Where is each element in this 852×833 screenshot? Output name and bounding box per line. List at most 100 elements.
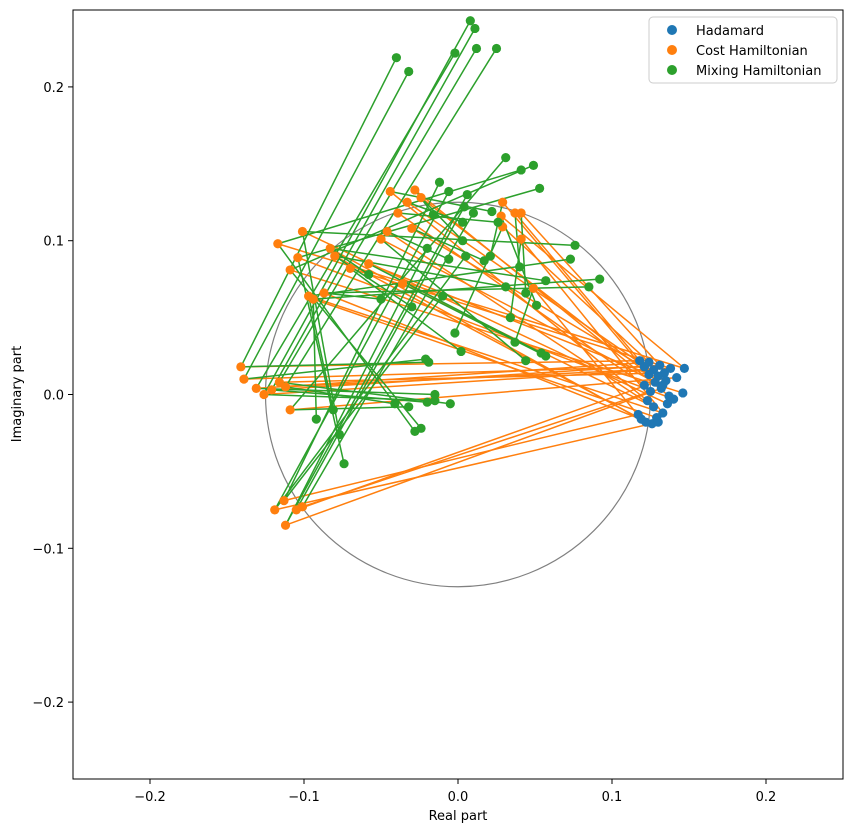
cost-hamiltonian-point	[236, 362, 246, 372]
x-axis: −0.2 −0.1 0.0 0.1 0.2	[134, 779, 776, 805]
hadamard-point	[644, 357, 654, 367]
mixing-hamiltonian-point	[450, 328, 460, 338]
connection-line	[520, 238, 664, 414]
connection-line	[411, 227, 485, 262]
cost-hamiltonian-point	[239, 374, 249, 384]
mixing-hamiltonian-point	[416, 423, 426, 433]
mixing-hamiltonian-point	[570, 240, 580, 250]
legend-box	[648, 16, 838, 84]
cost-hamiltonian-point	[270, 505, 280, 515]
hadamard-point	[653, 371, 663, 381]
series-cost-hamiltonian	[236, 185, 539, 530]
legend-marker-hadamard	[667, 25, 677, 35]
connection-line	[323, 292, 653, 425]
connection-line	[402, 283, 547, 357]
cost-hamiltonian-point	[297, 502, 308, 512]
cost-hamiltonian-point	[330, 251, 340, 261]
mixing-hamiltonian-point	[531, 300, 542, 310]
cost-hamiltonian-point	[251, 383, 261, 393]
cost-hamiltonian-point	[393, 208, 403, 218]
connection-line	[390, 190, 493, 213]
connection-line	[414, 189, 670, 397]
hadamard-point	[664, 391, 674, 401]
mixing-hamiltonian-point	[328, 405, 338, 415]
mixing-hamiltonian-point	[501, 153, 511, 163]
mixing-hamiltonian-point	[391, 53, 401, 63]
legend-label-mixing-hamiltonian: Mixing Hamiltonian	[696, 64, 822, 79]
mixing-hamiltonian-point	[595, 274, 605, 284]
mixing-hamiltonian-point	[339, 459, 349, 469]
mixing-hamiltonian-point	[458, 217, 468, 227]
mixing-hamiltonian-point	[465, 16, 475, 26]
mixing-hamiltonian-point	[501, 282, 511, 292]
hadamard-point	[645, 386, 656, 397]
cost-hamiltonian-point	[516, 208, 526, 218]
hadamard-point	[633, 409, 643, 420]
connection-line	[277, 243, 685, 370]
cost-hamiltonian-point	[325, 243, 335, 253]
mixing-hamiltonian-point	[407, 302, 417, 312]
connection-line	[284, 248, 428, 526]
cost-hamiltonian-point	[528, 283, 539, 293]
connection-line	[312, 298, 657, 419]
connection-line	[297, 256, 674, 400]
connection-line	[290, 406, 409, 411]
mixing-hamiltonian-point	[445, 399, 455, 409]
connection-line	[349, 267, 462, 353]
connection-line	[368, 263, 542, 354]
mixing-hamiltonian-point	[541, 351, 551, 361]
mixing-hamiltonian-point	[485, 251, 495, 261]
mixing-hamiltonian-point	[428, 209, 438, 220]
connection-line	[277, 169, 522, 245]
legend-label-hadamard: Hadamard	[696, 24, 764, 39]
connection-line	[514, 288, 535, 343]
y-tick-label: 0.2	[43, 81, 64, 96]
cost-hamiltonian-point	[308, 294, 318, 304]
connection-line	[274, 191, 450, 511]
x-tick-label: 0.2	[756, 790, 777, 805]
connection-line	[285, 387, 662, 526]
connection-line	[386, 230, 450, 260]
cost-hamiltonian-point	[498, 197, 508, 207]
connection-line	[420, 197, 464, 242]
mixing-hamiltonian-point	[521, 356, 531, 366]
connection-line	[323, 292, 382, 300]
legend: Hadamard Cost Hamiltonian Mixing Hamiltoni…	[648, 16, 838, 84]
connection-line	[274, 255, 467, 511]
hadamard-point	[642, 396, 653, 406]
connection-line	[502, 201, 650, 375]
mixing-hamiltonian-point	[493, 217, 503, 227]
hadamard-point	[665, 363, 676, 373]
connection-line	[278, 48, 478, 383]
cost-hamiltonian-point	[385, 186, 395, 197]
mixing-hamiltonian-point	[459, 202, 469, 212]
mixing-hamiltonian-point	[434, 177, 445, 187]
connection-line	[489, 202, 504, 257]
x-tick-label: 0.0	[448, 790, 469, 805]
connection-line	[283, 295, 444, 502]
cost-hamiltonian-point	[364, 259, 374, 269]
legend-marker-cost-hamiltonian	[667, 45, 677, 55]
connection-line	[532, 287, 642, 420]
cost-hamiltonian-point	[297, 226, 308, 237]
mixing-hamiltonian-point	[510, 337, 520, 347]
mixing-hamiltonian-point	[334, 429, 345, 440]
connection-line	[334, 255, 642, 420]
connection-line	[414, 189, 434, 216]
cost-hamiltonian-point	[376, 234, 386, 244]
cost-hamiltonian-point	[279, 496, 289, 506]
connection-line	[283, 181, 441, 501]
mixing-hamiltonian-point	[535, 183, 545, 194]
connection-line	[285, 386, 395, 405]
connection-line	[308, 258, 571, 297]
connection-line	[307, 295, 334, 411]
mixing-hamiltonian-point	[438, 291, 448, 301]
connection-line	[297, 257, 345, 464]
mixing-hamiltonian-point	[311, 414, 321, 424]
connection-line	[295, 206, 465, 511]
mixing-hamiltonian-point	[404, 66, 414, 77]
mixing-hamiltonian-point	[404, 402, 414, 412]
cost-hamiltonian-point	[280, 382, 291, 392]
